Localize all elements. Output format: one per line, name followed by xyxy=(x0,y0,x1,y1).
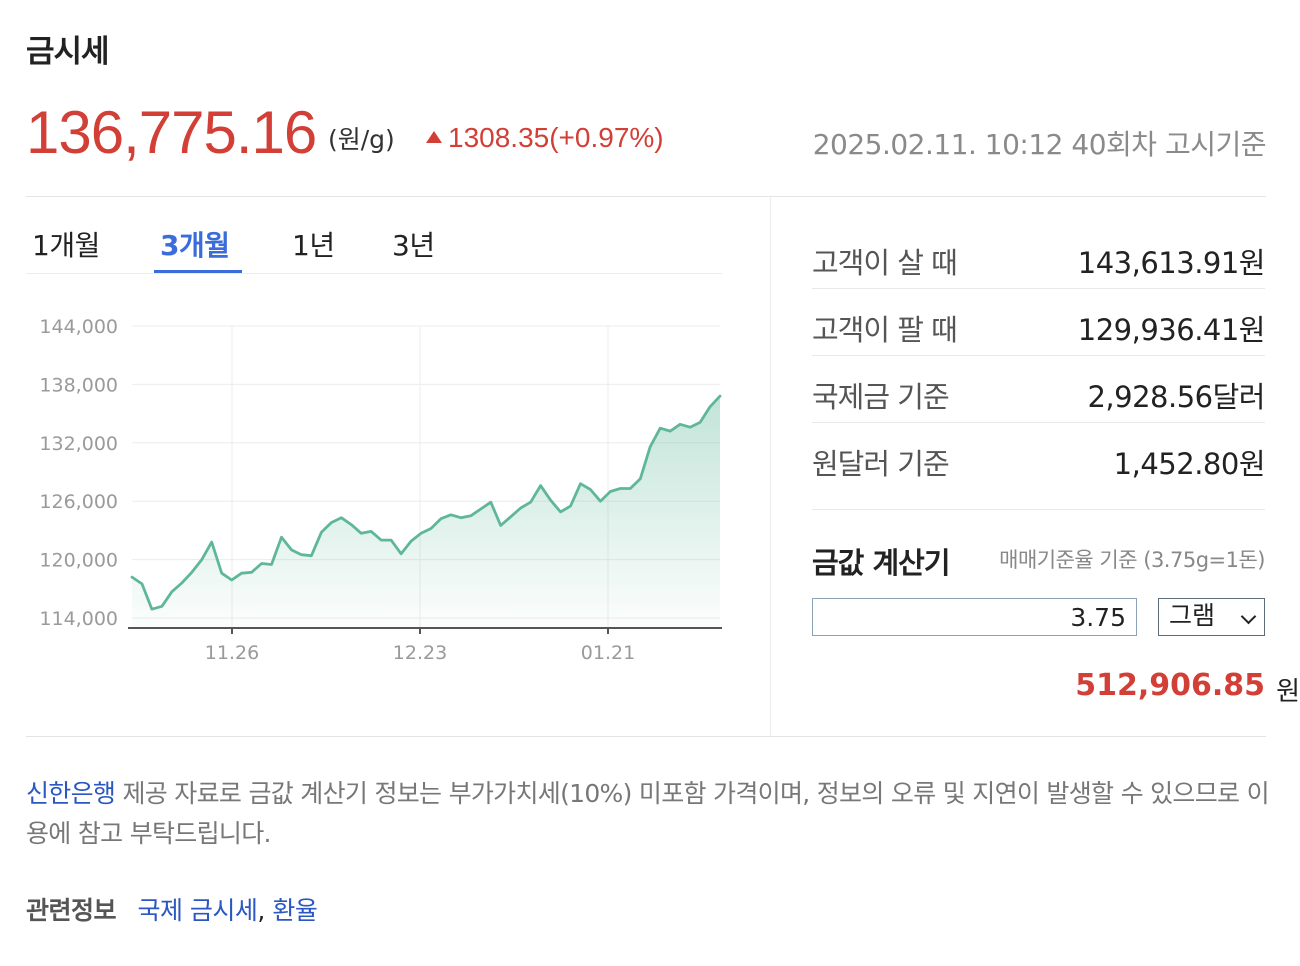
page-title: 금시세 xyxy=(26,34,110,70)
notice-timestamp: 2025.02.11. 10:12 40회차 고시기준 xyxy=(812,128,1267,161)
series-area xyxy=(132,396,720,628)
rate-value: 1,452.80원 xyxy=(1113,447,1266,481)
rate-label: 고객이 살 때 xyxy=(812,246,958,280)
price-unit: (원/g) xyxy=(328,125,395,154)
x-tick-label: 11.26 xyxy=(205,642,259,664)
rate-row-sell: 고객이 팔 때 129,936.41원 xyxy=(812,288,1266,356)
unit-select[interactable]: 그램 xyxy=(1158,598,1265,636)
rate-label: 국제금 기준 xyxy=(812,380,950,414)
calculator-title: 금값 계산기 xyxy=(812,546,950,580)
y-tick-label: 144,000 xyxy=(39,316,118,338)
y-tick-label: 138,000 xyxy=(39,374,118,396)
rate-row-buy: 고객이 살 때 143,613.91원 xyxy=(812,221,1266,289)
y-tick-label: 126,000 xyxy=(39,491,118,513)
period-tabs: 1개월 3개월 1년 3년 xyxy=(26,220,722,274)
disclaimer-text: 제공 자료로 금값 계산기 정보는 부가가치세(10%) 미포함 가격이며, 정… xyxy=(26,779,1270,848)
active-tab-indicator xyxy=(154,270,242,273)
series-line xyxy=(130,394,722,611)
divider xyxy=(26,736,1266,737)
tab-1-year[interactable]: 1년 xyxy=(292,229,335,262)
price-change: 1308.35(+0.97%) xyxy=(426,122,664,154)
up-arrow-icon xyxy=(426,131,442,143)
x-tick-label: 12.23 xyxy=(393,642,447,664)
exchange-rate-link[interactable]: 환율 xyxy=(272,896,318,925)
rate-value: 143,613.91원 xyxy=(1077,246,1266,280)
calculated-price: 512,906.85 xyxy=(1075,668,1265,703)
rate-label: 고객이 팔 때 xyxy=(812,313,958,347)
price-change-value: 1308.35(+0.97%) xyxy=(448,122,664,153)
link-separator: , xyxy=(257,896,265,925)
x-tick-label: 01.21 xyxy=(581,642,635,664)
related-info: 관련정보 국제 금시세, 환율 xyxy=(26,891,318,927)
disclaimer: 신한은행 제공 자료로 금값 계산기 정보는 부가가치세(10%) 미포함 가격… xyxy=(26,774,1271,854)
column-divider xyxy=(770,197,771,737)
unit-select-value: 그램 xyxy=(1169,601,1216,630)
price-summary: 136,775.16 (원/g) 1308.35(+0.97%) 2025.02… xyxy=(26,98,1267,178)
rate-value: 2,928.56달러 xyxy=(1087,380,1265,414)
y-tick-label: 114,000 xyxy=(39,608,118,630)
rate-row-exchange: 원달러 기준 1,452.80원 xyxy=(812,422,1266,489)
tab-3-months[interactable]: 3개월 xyxy=(160,229,230,262)
international-gold-link[interactable]: 국제 금시세 xyxy=(137,896,258,925)
rate-row-international: 국제금 기준 2,928.56달러 xyxy=(812,355,1265,423)
related-label: 관련정보 xyxy=(26,896,117,925)
divider xyxy=(812,509,1265,510)
calculated-price-unit: 원 xyxy=(1276,677,1300,707)
tab-3-years[interactable]: 3년 xyxy=(392,229,435,262)
chevron-down-icon xyxy=(1240,608,1257,625)
y-tick-label: 132,000 xyxy=(39,433,118,455)
rate-value: 129,936.41원 xyxy=(1077,313,1266,347)
bank-link[interactable]: 신한은행 xyxy=(26,779,116,808)
divider xyxy=(26,196,1266,197)
calculator-note: 매매기준율 기준 (3.75g=1돈) xyxy=(999,548,1265,572)
y-tick-label: 120,000 xyxy=(39,550,118,572)
tab-1-month[interactable]: 1개월 xyxy=(32,229,100,262)
rate-label: 원달러 기준 xyxy=(812,447,950,481)
weight-input[interactable] xyxy=(812,598,1137,636)
current-price: 136,775.16 xyxy=(26,99,317,166)
gold-price-chart: 144,000 138,000 132,000 126,000 120,000 114,0… xyxy=(39,316,722,664)
